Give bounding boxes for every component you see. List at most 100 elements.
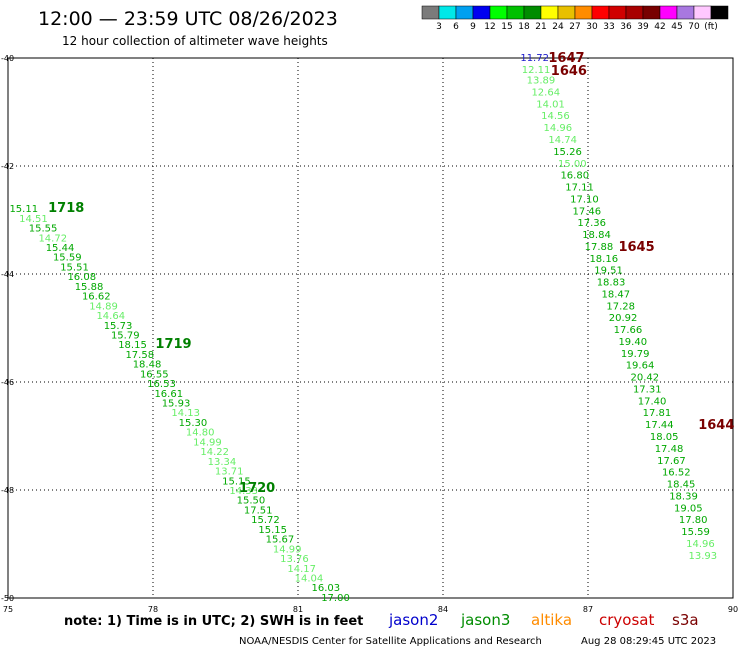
time-label: 1718 xyxy=(48,201,84,216)
x-tick-label: 90 xyxy=(728,605,738,614)
scale-label: 9 xyxy=(470,22,476,32)
wave-height-point: 15.88 xyxy=(75,282,104,293)
wave-height-point: 19.51 xyxy=(594,266,623,277)
scale-swatch xyxy=(455,5,474,20)
wave-height-point: 14.99 xyxy=(193,437,222,448)
scale-swatch xyxy=(659,5,678,20)
y-tick-label: -40 xyxy=(1,54,14,63)
x-tick-label: 78 xyxy=(148,605,158,614)
wave-height-point: 15.50 xyxy=(237,496,266,507)
scale-swatch xyxy=(506,5,525,20)
y-tick-label: -50 xyxy=(1,594,14,603)
scale-label: 45 xyxy=(671,22,682,32)
wave-height-point: 15.55 xyxy=(29,224,58,235)
wave-height-point: 14.04 xyxy=(295,573,324,584)
scale-label: 39 xyxy=(637,22,649,32)
scale-label: (ft) xyxy=(704,22,718,32)
wave-height-point: 11.72 xyxy=(520,53,549,64)
wave-height-point: 14.72 xyxy=(38,233,67,244)
wave-height-point: 14.96 xyxy=(686,539,715,550)
wave-height-point: 18.48 xyxy=(133,360,162,371)
wave-height-point: 15.00 xyxy=(558,159,587,170)
wave-height-point: 14.51 xyxy=(19,214,48,225)
color-scale-legend: 3 6 9 12 15 18 21 24 27 30 33 36 39 42 45 70 (ft) xyxy=(421,5,729,32)
plot-frame xyxy=(7,57,734,599)
wave-height-point: 17.28 xyxy=(606,301,635,312)
scale-swatch xyxy=(421,5,440,20)
scale-swatch xyxy=(489,5,508,20)
scale-label: 6 xyxy=(453,22,459,32)
scale-label: 12 xyxy=(484,22,495,32)
wave-height-point: 15.26 xyxy=(553,147,582,158)
y-tick-label: -42 xyxy=(1,162,14,171)
wave-height-point: 17.51 xyxy=(244,505,273,516)
x-axis-ticks: 75 78 81 84 87 90 xyxy=(3,605,738,614)
plot-grid xyxy=(8,58,733,598)
scale-swatch xyxy=(472,5,491,20)
wave-height-point: 17.36 xyxy=(577,218,606,229)
scale-swatch xyxy=(438,5,457,20)
time-label: 1646 xyxy=(551,64,587,79)
scale-swatch xyxy=(523,5,542,20)
wave-height-point: 15.44 xyxy=(46,243,75,254)
scale-swatch xyxy=(540,5,559,20)
track-jason3: 15.1114.5115.5514.7215.4415.5915.5116.08… xyxy=(9,201,349,604)
wave-height-point: 12.11 xyxy=(522,65,551,76)
scale-swatch xyxy=(608,5,627,20)
scale-swatch xyxy=(693,5,712,20)
scale-swatch xyxy=(574,5,593,20)
wave-height-point: 13.71 xyxy=(215,467,244,478)
wave-height-point: 17.40 xyxy=(638,396,667,407)
scale-label: 27 xyxy=(569,22,580,32)
wave-height-point: 14.33 xyxy=(229,486,258,497)
wave-height-point: 20.42 xyxy=(631,373,660,384)
scale-label: 70 xyxy=(688,22,700,32)
footnote: note: 1) Time is in UTC; 2) SWH is in fe… xyxy=(64,614,363,629)
wave-height-point: 18.39 xyxy=(669,491,698,502)
scale-label: 42 xyxy=(654,22,665,32)
wave-height-point: 15.67 xyxy=(266,535,295,546)
satellite-legend: jason2 jason3 altika cryosat s3a xyxy=(388,611,699,629)
wave-height-point: 18.47 xyxy=(602,289,631,300)
time-label: 1720 xyxy=(239,481,275,496)
wave-height-point: 16.55 xyxy=(140,369,169,380)
wave-height-point: 13.89 xyxy=(527,76,556,87)
scale-swatch xyxy=(676,5,695,20)
wave-height-point: 18.16 xyxy=(589,254,618,265)
y-tick-label: -46 xyxy=(1,378,14,387)
wave-height-point: 17.88 xyxy=(585,242,614,253)
wave-height-point: 14.22 xyxy=(200,447,229,458)
satellite-legend-jason3: jason3 xyxy=(460,611,510,629)
satellite-legend-jason2: jason2 xyxy=(388,611,438,629)
wave-height-point: 16.53 xyxy=(147,379,176,390)
wave-height-point: 17.31 xyxy=(633,384,662,395)
track-s3a: 11.7212.1113.8912.6414.0114.5614.9614.74… xyxy=(520,51,734,562)
y-tick-label: -44 xyxy=(1,270,14,279)
scale-label: 24 xyxy=(552,22,564,32)
wave-height-point: 16.80 xyxy=(560,171,589,182)
wave-height-point: 14.96 xyxy=(544,123,573,134)
wave-height-point: 14.56 xyxy=(541,111,570,122)
scale-swatch xyxy=(642,5,661,20)
wave-height-point: 20.92 xyxy=(609,313,638,324)
wave-height-point: 18.84 xyxy=(582,230,611,241)
time-label: 1647 xyxy=(548,51,584,66)
wave-height-point: 13.76 xyxy=(280,554,309,565)
wave-height-point: 15.11 xyxy=(9,204,38,215)
wave-height-point: 16.08 xyxy=(67,272,96,283)
scale-label: 33 xyxy=(603,22,614,32)
wave-height-point: 15.30 xyxy=(179,418,208,429)
wave-height-point: 15.59 xyxy=(681,527,710,538)
wave-height-point: 15.59 xyxy=(53,253,82,264)
scale-label: 30 xyxy=(586,22,598,32)
wave-height-point: 16.52 xyxy=(662,468,691,479)
scale-swatch xyxy=(625,5,644,20)
wave-height-point: 13.93 xyxy=(689,551,718,562)
time-label: 1644 xyxy=(698,418,734,433)
wave-height-point: 17.10 xyxy=(570,194,599,205)
scale-label: 18 xyxy=(518,22,530,32)
wave-height-point: 17.11 xyxy=(565,183,594,194)
wave-height-point: 15.51 xyxy=(60,262,89,273)
wave-height-point: 14.89 xyxy=(89,301,118,312)
